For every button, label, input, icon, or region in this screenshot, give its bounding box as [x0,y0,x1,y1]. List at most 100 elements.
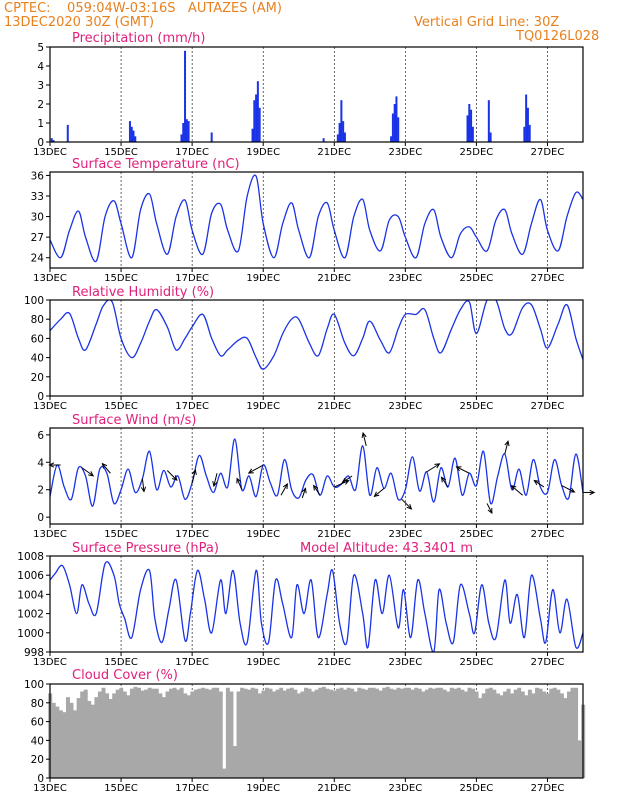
precip-bar [130,126,133,142]
cloud-bar [513,689,518,778]
x-tick-label: 27DEC [531,529,565,540]
y-tick-label: 100 [24,295,44,307]
wind-arrow [504,440,510,455]
precip-bar [390,136,393,142]
precip-bar [132,130,135,142]
wind-series-line [50,438,583,507]
wind-arrow [486,503,493,515]
y-tick-label: 20 [31,754,44,766]
cloud-bar [321,686,326,778]
cloud-bar [556,689,561,778]
x-tick-label: 19DEC [246,273,280,284]
cloud-bar [371,687,376,778]
cloud-bar [211,687,216,778]
cloud-bar [215,687,220,778]
x-tick-label: 25DEC [460,401,494,412]
x-tick-label: 19DEC [246,147,280,158]
cloud-bar [400,688,404,778]
x-tick-label: 27DEC [531,401,565,412]
cloud-bar [542,691,547,778]
cloud-bar [69,702,74,778]
panel-title: Cloud Cover (%) [72,668,178,683]
cloud-bar [58,710,63,778]
cloud-bar [186,695,191,778]
cloud-bar [232,746,237,778]
cloud-bar [357,687,362,778]
x-tick-label: 17DEC [175,529,209,540]
cloud-bar [165,691,170,778]
cloud-bar [115,689,120,778]
cloud-bar [492,689,497,778]
precip-bar [468,104,471,142]
cloud-bar [151,688,156,778]
cloud-bar [456,687,461,778]
cloud-bar [368,687,372,778]
y-tick-label: 80 [31,698,44,710]
cloud-bar [385,686,390,778]
y-tick-label: 36 [31,170,45,182]
x-tick-label: 19DEC [246,401,280,412]
precip-bar [134,136,137,142]
wind-arrow [313,484,321,496]
y-tick-label: 80 [31,314,44,326]
x-tick-label: 21DEC [317,147,351,158]
wind-arrow [101,462,111,474]
wind-arrow [191,468,197,483]
y-tick-label: 2 [37,485,44,497]
precip-bar [393,104,396,142]
panel-title: Surface Pressure (hPa) [72,541,219,556]
cloud-bar [453,688,458,778]
cloud-bar [240,687,245,778]
y-tick-label: 60 [31,717,44,729]
cloud-bar [254,688,259,778]
x-tick-label: 27DEC [531,783,565,794]
precip-bar [489,132,492,142]
cloud-bar [389,688,394,778]
cloud-bar [414,687,419,778]
y-tick-label: 40 [31,735,44,747]
x-tick-label: 21DEC [317,657,351,668]
precip-bar [336,134,339,142]
cloud-bar [424,689,429,778]
x-tick-label: 13DEC [33,529,67,540]
cloud-bar [65,697,70,778]
panel-cloud: 0 20 40 60 80 100 13DEC 15DEC 17DEC 19DEC 21DEC 23D… [24,668,586,794]
cloud-bar [314,689,319,778]
cloud-bar [243,688,248,778]
y-tick-label: 998 [24,647,44,659]
wind-arrow [301,487,307,499]
wind-arrow [166,470,178,481]
cloud-bar [51,702,56,778]
cloud-bar [339,687,344,778]
cloud-bar [552,687,557,778]
cloud-bar [304,687,309,778]
x-tick-label: 25DEC [460,529,494,540]
cloud-bar [343,689,348,778]
cloud-bar [559,693,564,778]
cloud-bar [325,688,330,778]
x-tick-label: 13DEC [33,657,67,668]
cloud-bar [499,695,504,778]
y-tick-label: 1002 [17,609,44,621]
y-tick-label: 1006 [17,570,44,582]
precip-bar [528,124,531,142]
cloud-bar [172,687,177,778]
x-tick-label: 23DEC [388,147,422,158]
precip-bar [180,134,183,142]
y-tick-label: 30 [31,212,44,224]
cloud-bar [97,691,102,778]
wind-arrow [280,483,288,496]
cloud-bar [421,691,426,778]
y-tick-label: 0 [37,773,44,785]
wind-arrow [247,464,264,474]
rh-series-line [50,300,583,370]
wind-arrow [236,477,243,490]
precip-bar [322,138,325,142]
cloud-bar [193,689,198,778]
cloud-bar [154,688,159,778]
wind-arrow [373,487,385,498]
wind-arrow [401,498,413,510]
x-tick-label: 13DEC [33,273,67,284]
panel-frame [49,683,584,779]
y-tick-label: 40 [31,353,44,365]
